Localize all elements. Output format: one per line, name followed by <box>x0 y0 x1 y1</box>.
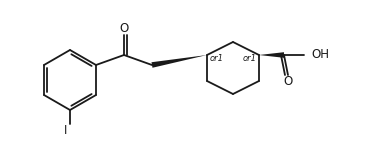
Text: O: O <box>283 75 293 88</box>
Text: I: I <box>64 124 67 137</box>
Polygon shape <box>151 55 207 68</box>
Text: or1: or1 <box>242 55 256 64</box>
Polygon shape <box>259 52 284 58</box>
Text: O: O <box>120 22 129 35</box>
Text: or1: or1 <box>209 55 223 64</box>
Text: OH: OH <box>312 48 329 62</box>
